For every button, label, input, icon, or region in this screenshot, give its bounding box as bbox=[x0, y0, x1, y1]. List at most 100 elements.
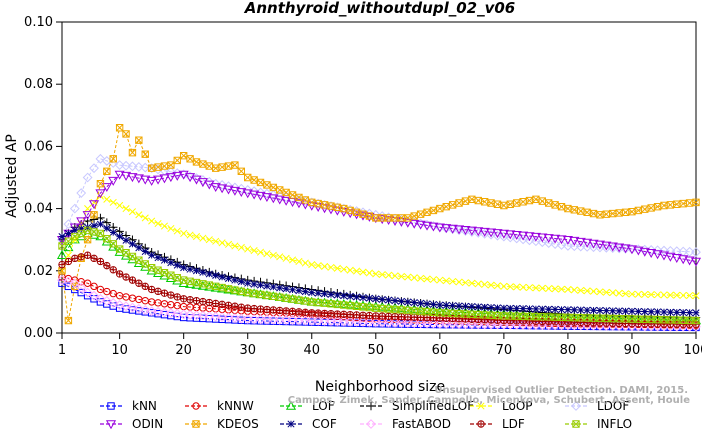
data-point-odin bbox=[204, 180, 215, 190]
data-point-odin bbox=[242, 189, 253, 199]
data-point-loop bbox=[391, 272, 399, 280]
data-point-ldf bbox=[160, 289, 169, 297]
legend-marker-cof bbox=[287, 420, 295, 428]
data-point-loop bbox=[666, 291, 674, 299]
data-point-loop bbox=[186, 231, 194, 239]
data-point-ldf bbox=[301, 308, 310, 316]
data-point-kdeos bbox=[90, 211, 98, 219]
data-point-ldof bbox=[505, 232, 516, 243]
legend-marker-knn bbox=[107, 402, 115, 410]
data-point-loop bbox=[250, 247, 258, 255]
data-point-loop bbox=[122, 205, 130, 213]
data-point-odin bbox=[421, 221, 433, 231]
data-point-inflo bbox=[71, 232, 79, 241]
data-point-cof bbox=[468, 303, 476, 311]
data-point-odin bbox=[172, 171, 183, 181]
data-point-fastabod bbox=[69, 278, 80, 289]
data-point-cof bbox=[173, 261, 181, 269]
data-point-cof bbox=[301, 288, 309, 296]
data-point-loop bbox=[192, 233, 201, 241]
data-point-ldf bbox=[77, 253, 85, 261]
data-point-loop bbox=[199, 234, 207, 242]
data-point-odin bbox=[537, 233, 548, 243]
data-point-ldf bbox=[359, 311, 367, 319]
legend-label-lof: LOF bbox=[312, 399, 335, 413]
data-point-inflo bbox=[109, 240, 117, 248]
data-point-kdeos bbox=[269, 183, 278, 192]
data-point-ldf bbox=[147, 285, 156, 294]
data-point-loop bbox=[551, 285, 559, 293]
data-point-fastabod bbox=[294, 315, 304, 326]
data-point-cof bbox=[545, 305, 553, 313]
data-point-odin bbox=[498, 229, 509, 239]
data-point-fastabod bbox=[217, 312, 228, 323]
data-point-odin bbox=[236, 188, 247, 198]
series-kdeos bbox=[58, 124, 700, 325]
x-tick-label: 1 bbox=[58, 343, 66, 358]
data-point-odin bbox=[453, 225, 465, 235]
data-point-cof bbox=[673, 308, 681, 316]
data-point-fastabod bbox=[140, 305, 151, 315]
data-point-fastabod bbox=[306, 315, 317, 326]
data-point-cof bbox=[359, 293, 367, 302]
data-point-ldf bbox=[314, 309, 322, 317]
data-point-odin bbox=[197, 178, 208, 188]
data-point-kdeos bbox=[96, 180, 105, 188]
data-point-cof bbox=[256, 281, 265, 289]
data-point-cof bbox=[666, 308, 674, 316]
data-point-inflo bbox=[90, 228, 98, 236]
data-point-loop bbox=[301, 259, 309, 267]
data-point-loop bbox=[282, 254, 290, 262]
x-axis-label: Neighborhood size bbox=[315, 379, 445, 395]
data-point-ldof bbox=[82, 172, 93, 183]
legend: kNN kNNW LOF SimplifiedLOF LoOP LDOF ODIN KDEOS… bbox=[100, 399, 632, 431]
data-point-ldf bbox=[141, 282, 149, 290]
series-line-loop bbox=[61, 195, 697, 297]
data-point-odin bbox=[524, 232, 535, 242]
data-point-kdeos bbox=[448, 201, 457, 209]
data-point-kdeos bbox=[602, 210, 611, 218]
data-point-ldof bbox=[95, 153, 106, 164]
data-point-loop bbox=[212, 237, 220, 245]
data-point-fastabod bbox=[454, 319, 464, 329]
data-point-lof bbox=[332, 298, 343, 308]
data-point-cof bbox=[551, 305, 559, 313]
data-point-odin bbox=[460, 226, 471, 235]
data-point-ldf bbox=[179, 295, 188, 303]
data-point-ldf bbox=[372, 312, 380, 320]
data-point-ldf bbox=[167, 291, 175, 299]
data-point-kdeos bbox=[628, 208, 636, 216]
data-point-ldof bbox=[665, 245, 676, 256]
data-point-odin bbox=[434, 223, 445, 233]
legend-item-simplifiedlof: SimplifiedLOF bbox=[360, 399, 474, 413]
data-point-inflo bbox=[141, 260, 149, 268]
legend-marker-fastabod bbox=[366, 419, 376, 429]
data-point-loop bbox=[180, 229, 188, 238]
data-point-fastabod bbox=[249, 314, 260, 325]
data-point-odin bbox=[428, 222, 439, 232]
data-point-ldof bbox=[127, 161, 138, 172]
data-point-kdeos bbox=[641, 205, 649, 213]
data-point-ldf bbox=[397, 313, 406, 321]
data-point-kdeos bbox=[160, 162, 169, 170]
data-point-ldf bbox=[186, 296, 194, 304]
data-point-loop bbox=[500, 282, 508, 290]
data-point-odin bbox=[159, 174, 170, 184]
data-point-cof bbox=[109, 228, 117, 236]
data-point-kdeos bbox=[557, 203, 566, 211]
data-point-inflo bbox=[135, 256, 143, 264]
data-point-loop bbox=[295, 257, 303, 266]
data-point-ldf bbox=[269, 306, 278, 314]
data-point-kdeos bbox=[647, 204, 655, 212]
data-point-loop bbox=[321, 262, 329, 270]
data-point-odin bbox=[165, 173, 176, 183]
data-point-loop bbox=[634, 290, 642, 298]
legend-item-cof: COF bbox=[280, 417, 337, 431]
data-point-loop bbox=[148, 217, 156, 225]
data-point-fastabod bbox=[338, 316, 349, 327]
data-point-fastabod bbox=[121, 301, 131, 312]
data-point-cof bbox=[180, 264, 188, 272]
data-point-cof bbox=[455, 302, 463, 310]
data-point-kdeos bbox=[224, 162, 233, 170]
legend-item-ldf: LDF bbox=[470, 417, 525, 431]
